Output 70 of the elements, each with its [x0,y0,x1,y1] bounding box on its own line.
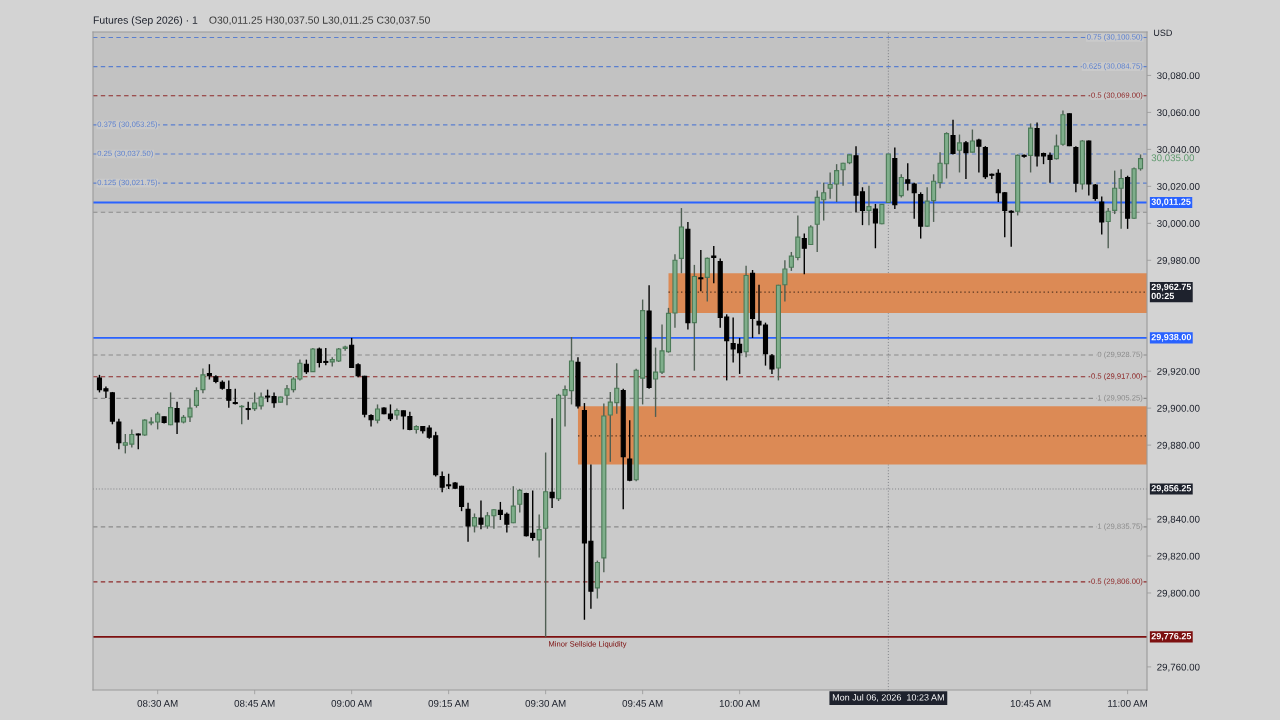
candlestick [193,386,200,409]
candlestick [956,133,963,174]
candlestick [510,485,516,524]
annotation: 29,962.75 00:25 [1151,283,1192,300]
y-tick-label: 29,920.00 [1157,367,1200,376]
x-tick-label: 09:45 AM [622,699,663,707]
candlestick [465,502,471,543]
x-tick-label: 11:00 AM [1108,699,1147,707]
ref-line-label: 29,938.00 [1151,333,1192,342]
candlestick [1053,133,1060,161]
y-tick-label: 29,880.00 [1157,441,1200,450]
candlestick [769,353,775,375]
candlestick [226,379,232,409]
y-tick-label: 30,060.00 [1157,109,1200,118]
x-tick-label: 10:45 AM [1010,699,1051,707]
y-tick-label: 30,080.00 [1157,72,1200,81]
candlestick [368,413,374,428]
candlestick [310,347,316,373]
chart-title: Futures (Sep 2026) · 1 [93,16,198,26]
ref-line-label: 30,011.25 [1151,198,1191,207]
candlestick [872,203,878,249]
candlestick [698,249,704,292]
candlestick [969,128,975,154]
candlestick [1008,209,1014,248]
candlestick [704,256,710,303]
x-tick-label: 10:00 AM [719,699,760,707]
candlestick [174,400,180,435]
y-tick-label: 29,980.00 [1157,257,1200,266]
x-tick-label: 09:30 AM [525,699,566,707]
y-axis-title: USD [1154,29,1172,36]
y-tick-label: 29,760.00 [1157,663,1200,672]
candlestick [471,512,478,534]
y-tick-label: 29,840.00 [1157,515,1200,524]
candlestick [200,367,206,395]
candlestick [950,119,956,156]
candlestick [245,400,251,421]
candlestick [866,185,872,226]
candlestick [168,391,174,426]
y-tick-label: 30,040.00 [1157,146,1200,155]
ref-line-label: 29,856.25 [1151,485,1192,493]
x-tick-label: 09:00 AM [331,699,372,707]
y-tick-label: 29,800.00 [1157,589,1200,598]
x-tick-label: 08:45 AM [234,699,275,707]
y-tick-label: 29,820.00 [1157,552,1200,561]
chart-subtitle: O30,011.25 H30,037.50 L30,011.25 C30,037.50 [209,16,430,25]
candlestick [517,488,523,514]
candlestick [374,403,381,425]
candlestick [549,417,555,509]
y-tick-label: 29,900.00 [1157,404,1200,413]
candlestick [478,499,484,530]
candlestick [1099,195,1105,236]
annotation: 30,035.00 [1151,154,1195,163]
candlestick [711,245,717,285]
candlestick [963,140,969,180]
candlestick [976,138,982,174]
x-tick-label: 09:15 AM [428,699,469,707]
x-tick-label: 08:30 AM [137,699,178,707]
ref-line-label: Mon Jul 06, 2026 10:23 AM [832,693,944,702]
y-tick-label: 30,000.00 [1157,220,1200,229]
candlestick [801,232,807,275]
candlestick [536,513,542,559]
candlestick [1021,153,1027,159]
y-tick-label: 30,020.00 [1157,183,1200,192]
candlestick [1105,207,1111,249]
ref-line-label: 29,776.25 [1151,632,1192,641]
candlestick [911,181,917,220]
candlestick [898,173,904,199]
candlestick [905,162,911,192]
candlestick [782,259,788,303]
candlestick [627,419,633,482]
